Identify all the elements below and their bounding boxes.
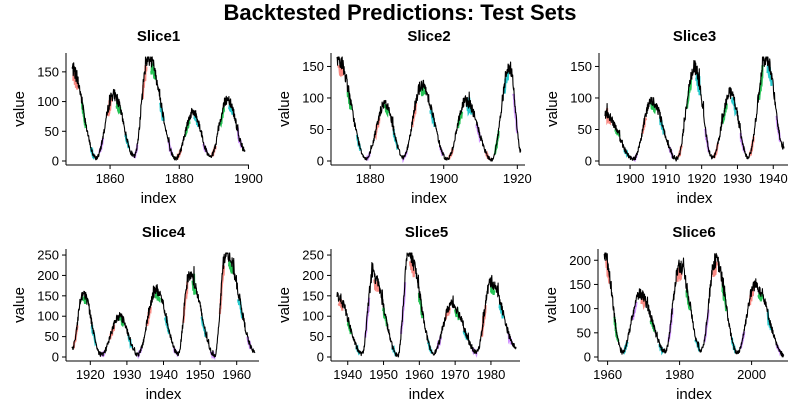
x-tick-label: 1900 [234,171,263,186]
panel-title: Slice5 [405,224,448,241]
prediction-series [503,71,510,94]
prediction-series [106,95,113,117]
prediction-series [766,65,773,86]
y-tick-label: 250 [302,248,324,263]
y-tick-label: 100 [37,94,59,109]
prediction-series [228,260,235,274]
y-tick-label: 50 [310,122,324,137]
x-tick-label: 1940 [759,171,788,186]
y-tick-label: 150 [37,64,59,79]
x-tick-label: 1960 [593,367,622,382]
x-axis-title: index [411,190,447,207]
y-tick-label: 100 [302,90,324,105]
x-tick-label: 1980 [665,367,694,382]
panel-title: Slice6 [672,224,715,241]
x-tick-label: 1940 [333,367,362,382]
prediction-series [346,320,353,335]
actual-series [604,56,785,162]
x-axis-title: index [141,190,177,207]
prediction-series [757,65,764,100]
y-tick-label: 0 [317,154,324,169]
y-tick-label: 0 [52,350,59,365]
y-axis-title: value [276,91,293,127]
x-tick-label: 1960 [405,367,434,382]
y-tick-label: 200 [569,253,591,268]
x-tick-label: 1920 [76,367,105,382]
y-tick-label: 200 [302,268,324,283]
x-axis-title: index [677,190,713,207]
prediction-series [191,273,198,295]
actual-series [336,56,522,162]
panel-title: Slice3 [673,28,716,45]
panel-title: Slice2 [407,28,450,45]
y-tick-label: 50 [45,329,59,344]
x-tick-label: 1930 [112,367,141,382]
y-tick-label: 200 [37,268,59,283]
x-tick-label: 1920 [503,171,532,186]
y-tick-label: 0 [52,154,59,169]
y-tick-label: 150 [302,59,324,74]
x-tick-label: 1900 [429,171,458,186]
y-tick-label: 100 [37,309,59,324]
y-tick-label: 150 [37,288,59,303]
y-tick-label: 0 [584,350,591,365]
prediction-series [757,292,764,302]
y-tick-label: 150 [569,277,591,292]
x-tick-label: 1920 [687,171,716,186]
y-axis-title: value [544,91,561,127]
x-axis-title: index [676,386,712,403]
figure-title: Backtested Predictions: Test Sets [223,0,577,25]
panel-title: Slice4 [142,224,186,241]
actual-series [71,252,256,358]
x-tick-label: 1880 [356,171,385,186]
x-axis-title: index [409,386,445,403]
x-tick-label: 1950 [186,367,215,382]
prediction-series [712,261,719,277]
y-axis-title: value [543,287,560,323]
x-tick-label: 1900 [616,171,645,186]
y-tick-label: 250 [37,248,59,263]
x-tick-label: 1950 [369,367,398,382]
x-tick-label: 1930 [723,171,752,186]
prediction-series [498,304,505,319]
x-tick-label: 1910 [651,171,680,186]
prediction-series [154,290,161,303]
y-tick-label: 50 [45,124,59,139]
x-tick-label: 2000 [737,367,766,382]
y-tick-label: 50 [578,122,592,137]
prediction-series [631,301,638,321]
prediction-series [184,119,191,138]
y-tick-label: 50 [577,325,591,340]
x-tick-label: 1860 [96,171,125,186]
x-axis-title: index [146,386,182,403]
actual-series [336,252,517,358]
y-tick-label: 100 [569,301,591,316]
panel-title: Slice1 [137,28,180,45]
x-tick-label: 1960 [222,367,251,382]
y-axis-title: value [11,91,28,127]
actual-series [603,252,785,358]
prediction-series [748,287,755,306]
y-tick-label: 100 [302,309,324,324]
y-tick-label: 100 [570,90,592,105]
x-tick-label: 1980 [476,367,505,382]
actual-series [71,56,246,161]
x-tick-label: 1940 [149,367,178,382]
y-axis-title: value [11,287,28,323]
y-tick-label: 0 [317,350,324,365]
x-tick-label: 1970 [441,367,470,382]
prediction-series [650,102,657,115]
y-tick-label: 50 [310,329,324,344]
prediction-series [337,298,344,311]
y-tick-label: 0 [585,154,592,169]
y-axis-title: value [276,287,293,323]
y-tick-label: 150 [570,59,592,74]
prediction-series [489,281,496,296]
y-tick-label: 150 [302,288,324,303]
x-tick-label: 1880 [165,171,194,186]
